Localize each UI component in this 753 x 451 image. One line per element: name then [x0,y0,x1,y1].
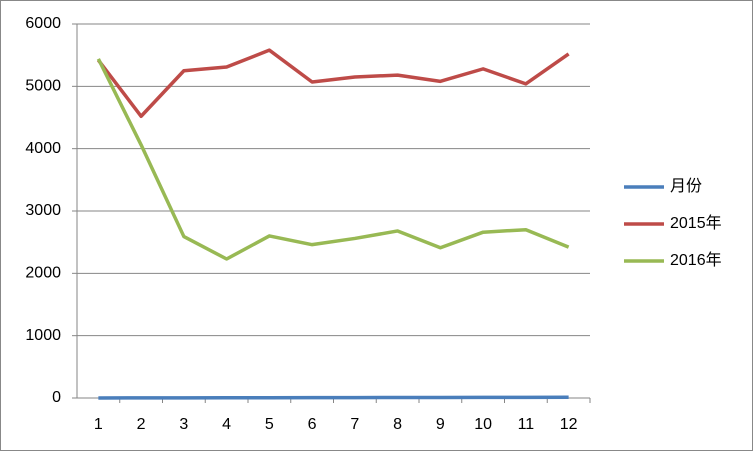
x-tick-label: 10 [474,416,492,433]
x-tick-label: 1 [94,416,103,433]
x-tick-label: 8 [393,416,402,433]
x-tick-label: 2 [137,416,146,433]
x-tick-label: 12 [560,416,578,433]
y-tick-label: 1000 [25,327,61,344]
x-tick-label: 5 [265,416,274,433]
x-tick-label: 7 [350,416,359,433]
series-line [96,58,570,261]
x-tick-label: 9 [436,416,445,433]
x-tick-label: 6 [308,416,317,433]
y-tick-label: 0 [52,389,61,406]
y-tick-label: 3000 [25,202,61,219]
x-tick-label: 11 [518,416,535,433]
y-tick-label: 4000 [25,140,61,157]
x-tick-label: 4 [222,416,231,433]
series-line [98,395,569,400]
y-tick-label: 2000 [25,265,61,282]
legend-label: 2016年 [670,251,722,269]
series-line [96,48,570,119]
legend-label: 月份 [670,177,702,195]
x-tick-label: 3 [179,416,188,433]
legend-label: 2015年 [670,214,722,232]
y-tick-label: 5000 [25,78,61,95]
y-tick-label: 6000 [25,15,61,32]
